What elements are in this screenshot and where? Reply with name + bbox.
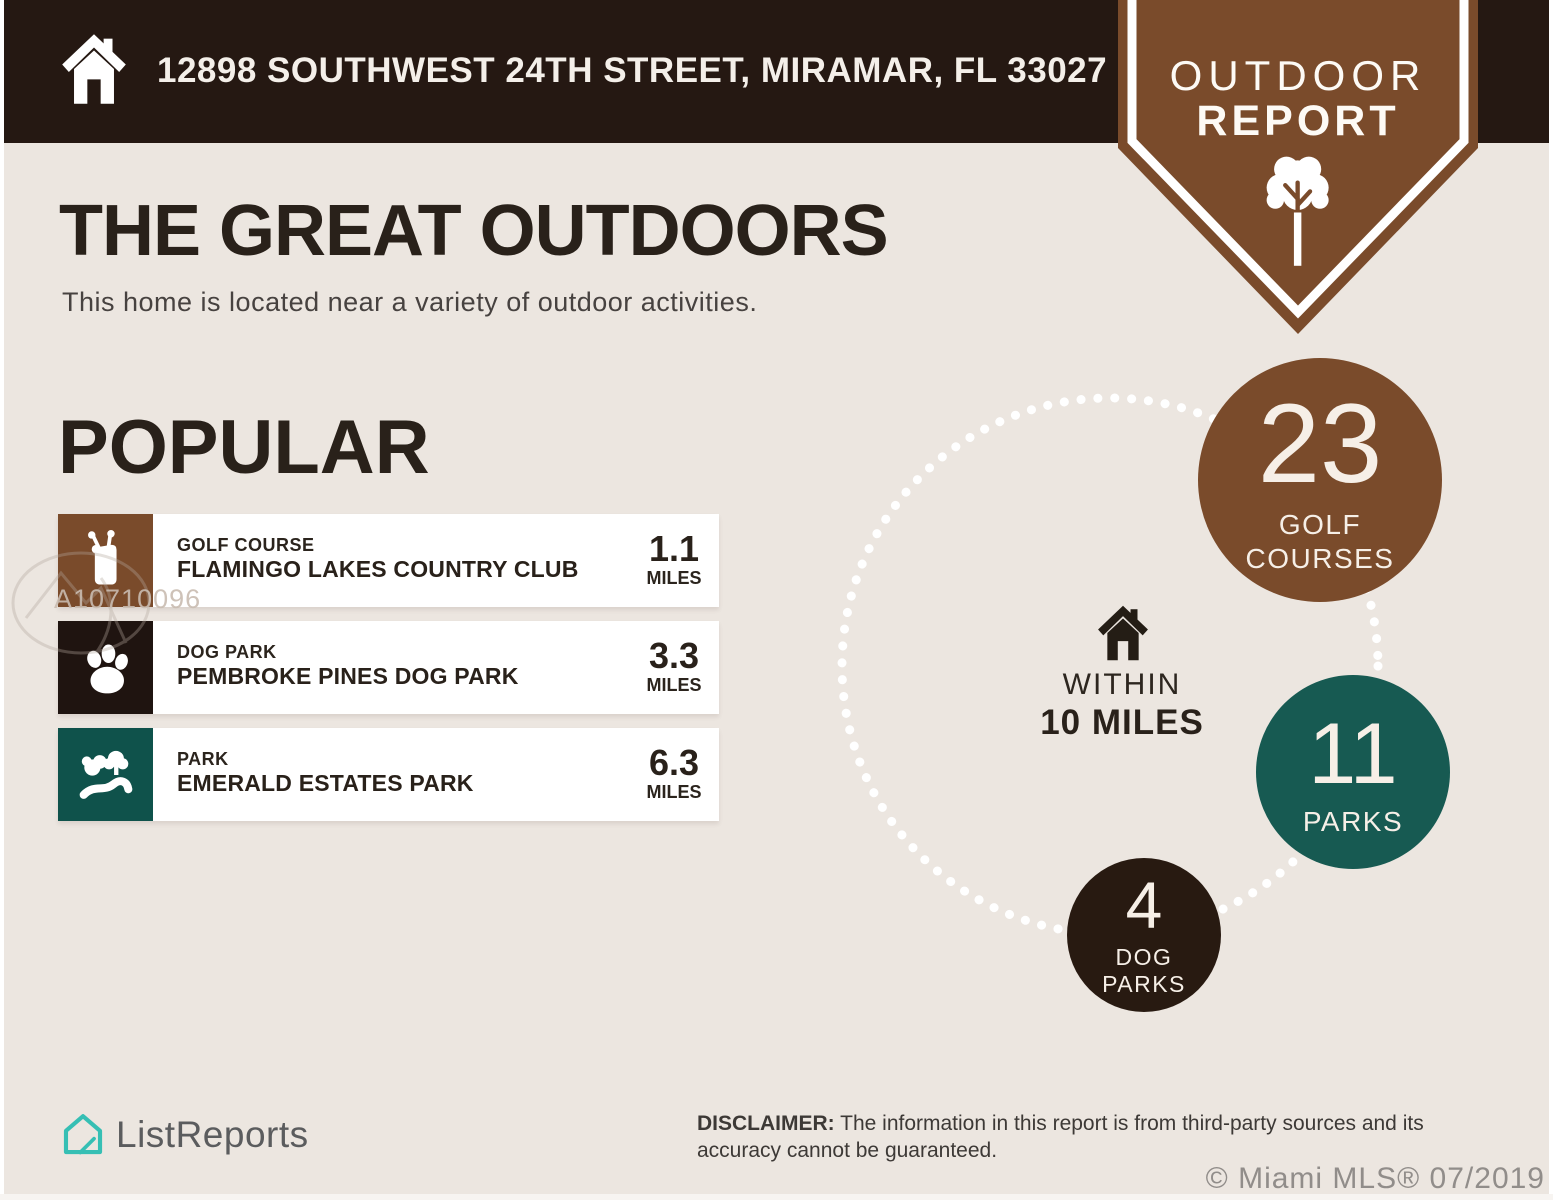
distance-unit: MILES <box>646 568 702 588</box>
distance-value: 3.3 <box>648 635 700 676</box>
disclaimer-label: DISCLAIMER: <box>697 1112 835 1135</box>
listreports-logo-icon <box>63 1114 103 1155</box>
watermark-logo <box>11 551 151 655</box>
park-tile <box>58 728 153 821</box>
distance-value: 1.1 <box>648 528 700 569</box>
disclaimer-line2: accuracy cannot be guaranteed. <box>697 1139 998 1162</box>
distance: 1.1 MILES <box>631 514 717 589</box>
list-item-golf-course: GOLF COURSE FLAMINGO LAKES COUNTRY CLUB … <box>58 514 719 607</box>
stat-label-line2: COURSES <box>1245 543 1395 574</box>
stat-parks: 11 PARKS <box>1256 675 1450 869</box>
distance-unit: MILES <box>646 675 702 695</box>
golf-course-tile <box>58 514 153 607</box>
outdoor-report-badge: OUTDOOR REPORT <box>1108 0 1488 345</box>
dog-park-tile <box>58 621 153 714</box>
copyright-notice: © Miami MLS® 07/2019 <box>1205 1162 1545 1195</box>
home-icon <box>1098 605 1148 661</box>
stat-label-line1: DOG <box>1115 944 1173 970</box>
stat-dog-parks: 4 DOG PARKS <box>1067 858 1221 1012</box>
stat-value: 4 <box>1125 868 1163 942</box>
section-heading-popular: POPULAR <box>58 405 430 490</box>
stat-label-line1: GOLF <box>1278 509 1362 540</box>
stat-value: 23 <box>1257 381 1383 506</box>
stat-golf-courses: 23 GOLF COURSES <box>1198 358 1442 602</box>
list-item-park: PARK EMERALD ESTATES PARK 6.3 MILES <box>58 728 719 821</box>
stat-value: 11 <box>1308 706 1398 802</box>
distance: 3.3 MILES <box>631 621 717 696</box>
distance-value: 6.3 <box>648 742 700 783</box>
badge-title-line1: OUTDOOR <box>1169 52 1427 99</box>
stat-label-line2: PARKS <box>1102 971 1186 997</box>
badge-title-line2: REPORT <box>1196 97 1400 145</box>
list-item-dog-park: DOG PARK PEMBROKE PINES DOG PARK 3.3 MIL… <box>58 621 719 714</box>
within-distance: 10 MILES <box>1040 703 1204 742</box>
category-label: PARK <box>177 749 229 769</box>
category-label: GOLF COURSE <box>177 535 315 555</box>
park-icon <box>79 750 132 799</box>
brand-name: ListReports <box>116 1114 309 1155</box>
bottom-edge <box>0 1194 1553 1200</box>
page-title: THE GREAT OUTDOORS <box>59 191 889 271</box>
disclaimer-line1: The information in this report is from t… <box>840 1112 1424 1135</box>
right-edge <box>1549 0 1553 1200</box>
category-label: DOG PARK <box>177 642 277 662</box>
property-address: 12898 SOUTHWEST 24TH STREET, MIRAMAR, FL… <box>157 51 1108 90</box>
place-name: PEMBROKE PINES DOG PARK <box>177 663 519 689</box>
house-icon <box>62 34 126 104</box>
distance: 6.3 MILES <box>631 728 717 803</box>
paw-icon <box>86 643 128 693</box>
left-edge <box>0 0 4 1200</box>
within-label: WITHIN <box>1062 668 1182 701</box>
disclaimer: DISCLAIMER: The information in this repo… <box>697 1110 1477 1164</box>
tree-icon <box>1266 156 1329 266</box>
watermark-id: A10710096 <box>54 584 202 614</box>
distance-unit: MILES <box>646 782 702 802</box>
place-name: FLAMINGO LAKES COUNTRY CLUB <box>177 556 579 582</box>
badge-ribbon <box>1118 0 1478 334</box>
golf-bag-icon <box>87 529 117 585</box>
place-name: EMERALD ESTATES PARK <box>177 770 474 796</box>
page-subtitle: This home is located near a variety of o… <box>62 287 758 317</box>
stat-label-line1: PARKS <box>1302 806 1404 837</box>
